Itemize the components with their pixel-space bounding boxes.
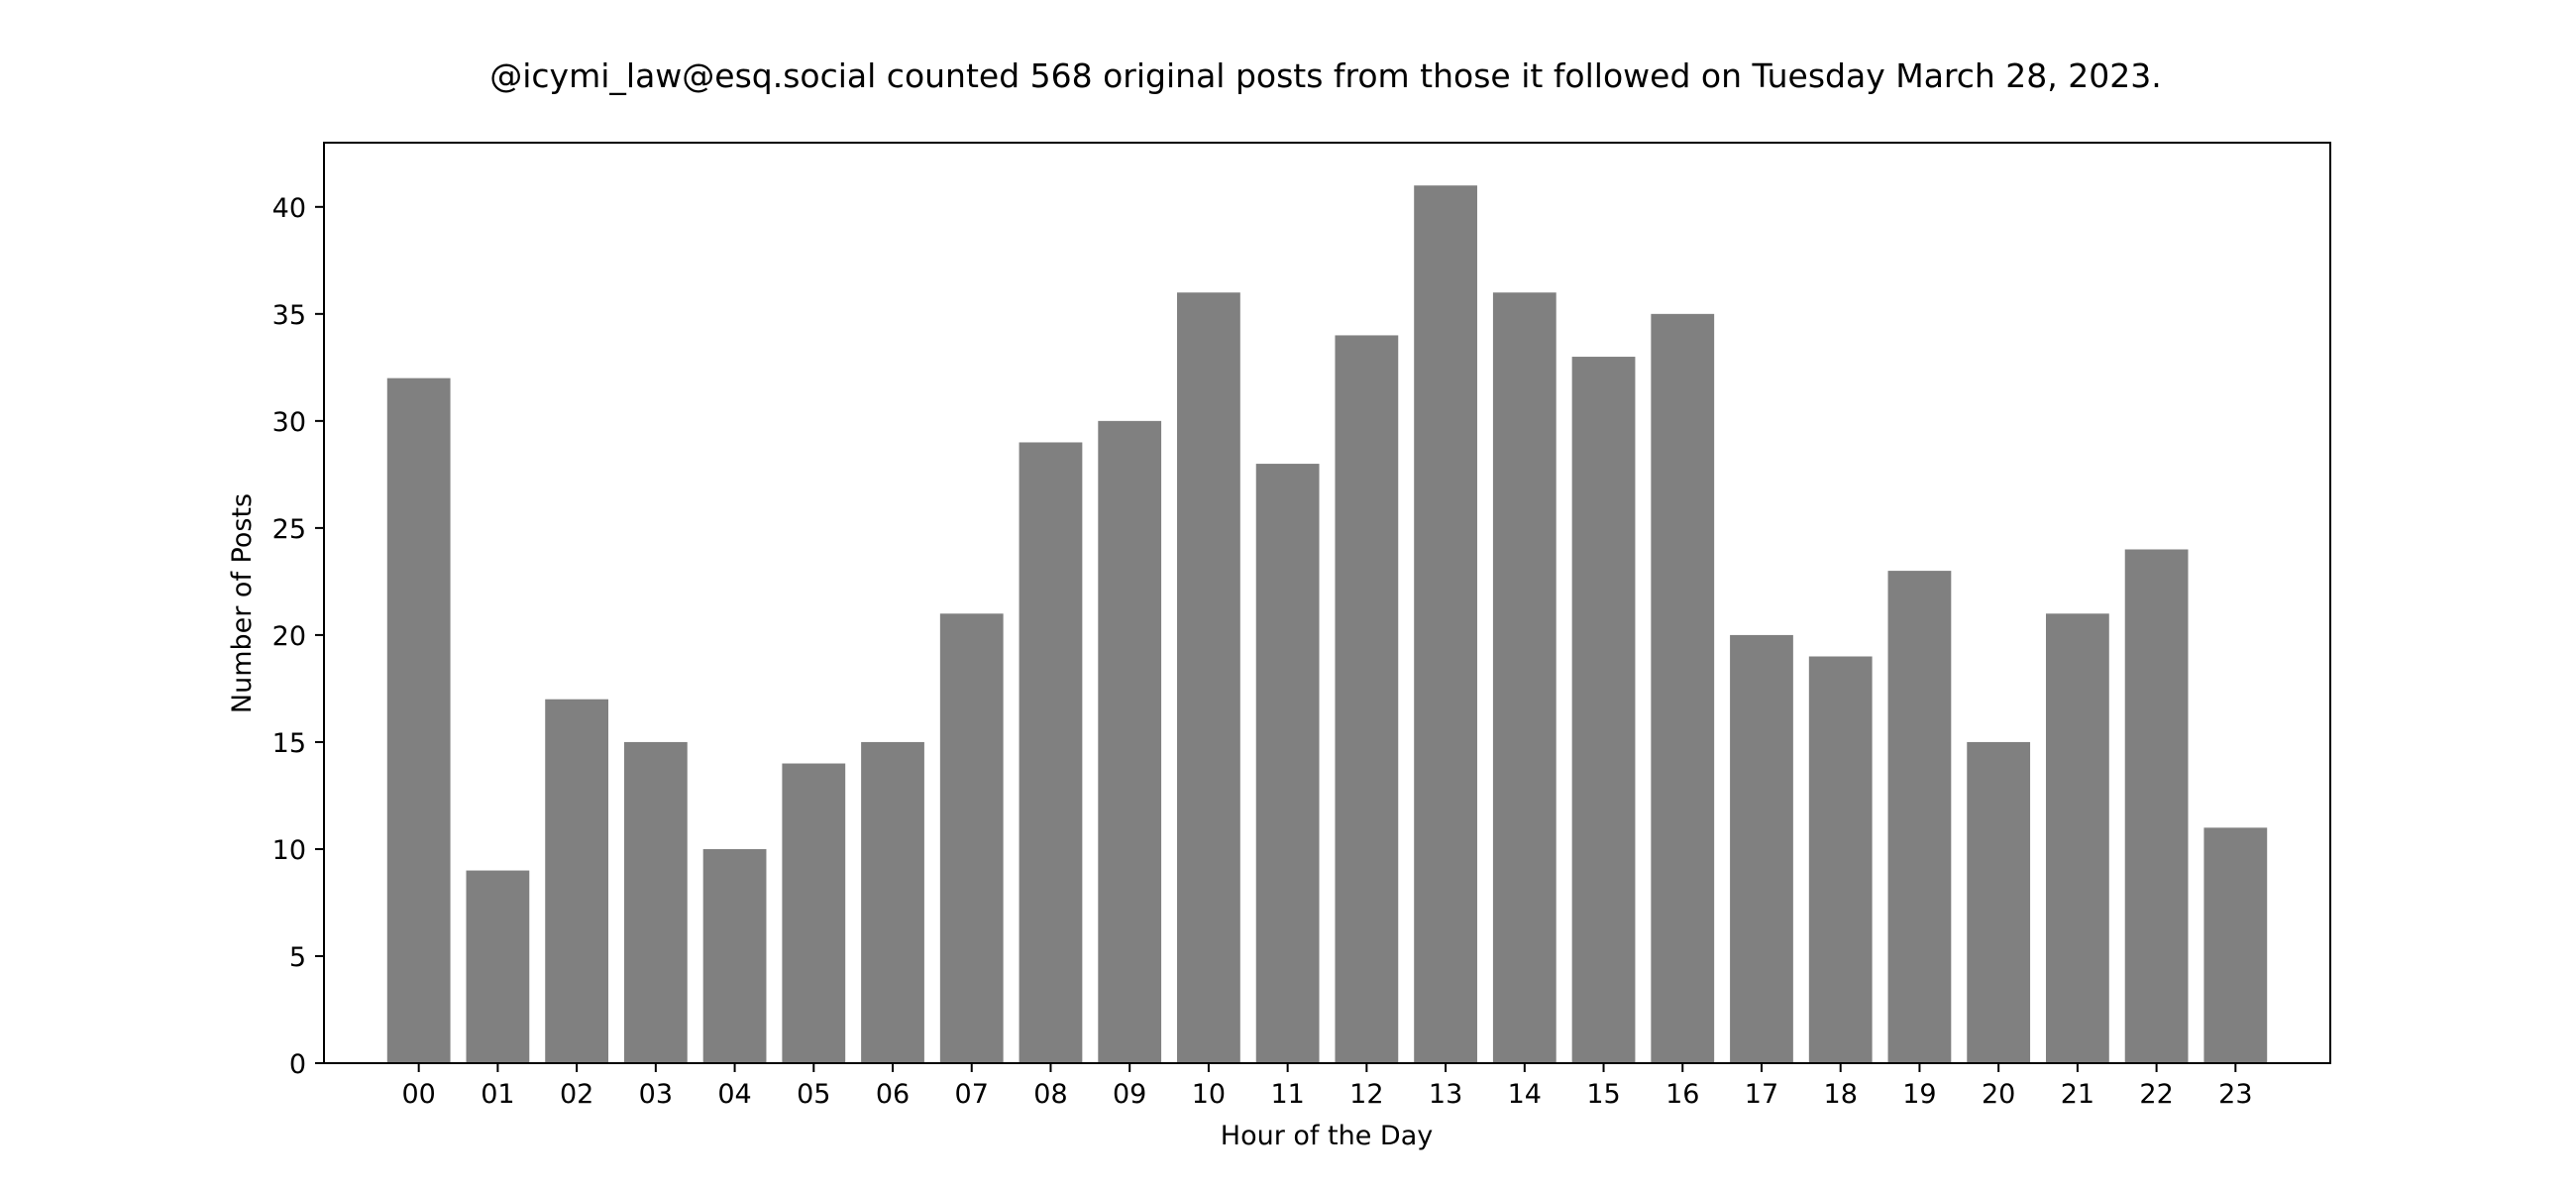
x-tick-label: 14: [1508, 1079, 1542, 1110]
bar-hour-03: [623, 741, 688, 1063]
bar-hour-21: [2045, 613, 2109, 1063]
x-tick-label: 20: [1982, 1079, 2015, 1110]
bar-hour-22: [2124, 549, 2189, 1063]
bar-hour-04: [702, 848, 767, 1063]
y-tick-label: 20: [272, 621, 306, 652]
bar-hour-11: [1255, 464, 1320, 1063]
y-tick-label: 5: [289, 942, 306, 973]
bar-hour-14: [1492, 292, 1556, 1064]
chart-title: @icymi_law@esq.social counted 568 origin…: [489, 56, 2162, 95]
bar-hour-15: [1571, 357, 1636, 1063]
bar-hour-19: [1887, 571, 1952, 1063]
bar-hour-00: [386, 378, 451, 1063]
x-tick-label: 21: [2061, 1079, 2094, 1110]
x-tick-label: 07: [955, 1079, 989, 1110]
x-tick-label: 05: [797, 1079, 830, 1110]
x-tick-label: 09: [1113, 1079, 1146, 1110]
bar-hour-01: [466, 870, 530, 1063]
bars-group: [386, 185, 2268, 1064]
x-tick-label: 01: [481, 1079, 514, 1110]
x-tick-label: 23: [2218, 1079, 2252, 1110]
y-tick-label: 40: [272, 193, 306, 224]
x-tick-label: 11: [1270, 1079, 1304, 1110]
x-tick-label: 19: [1902, 1079, 1936, 1110]
x-axis-label: Hour of the Day: [1221, 1121, 1433, 1151]
y-axis-label: Number of Posts: [227, 493, 258, 713]
bar-hour-13: [1414, 185, 1477, 1063]
x-tick-label: 12: [1349, 1079, 1383, 1110]
y-tick-label: 10: [272, 835, 306, 866]
y-tick-label: 15: [272, 728, 306, 759]
bar-hour-12: [1335, 335, 1399, 1063]
bar-hour-07: [939, 613, 1004, 1063]
y-tick-label: 25: [272, 514, 306, 545]
bar-hour-09: [1098, 420, 1162, 1063]
bar-hour-05: [782, 763, 846, 1063]
x-tick-label: 17: [1745, 1079, 1778, 1110]
x-tick-label: 04: [717, 1079, 751, 1110]
bar-hour-17: [1730, 634, 1793, 1063]
y-axis-ticks: 0 5 10 15 20 25 30 35 40: [272, 193, 324, 1080]
x-tick-label: 08: [1033, 1079, 1067, 1110]
bar-hour-10: [1177, 292, 1240, 1064]
x-tick-label: 15: [1586, 1079, 1620, 1110]
x-tick-label: 22: [2139, 1079, 2173, 1110]
y-tick-label: 0: [289, 1049, 306, 1080]
x-tick-label: 16: [1665, 1079, 1699, 1110]
x-tick-label: 00: [401, 1079, 435, 1110]
bar-hour-20: [1967, 741, 2031, 1063]
bar-hour-16: [1651, 313, 1715, 1064]
x-tick-label: 02: [560, 1079, 593, 1110]
bar-hour-08: [1019, 442, 1083, 1064]
x-axis-ticks: 00 01 02 03 04 05 06 07 08 09 10 11 12 13 14 15 16 17 18 19…: [401, 1063, 2253, 1110]
bar-hour-06: [861, 741, 924, 1063]
bar-hour-23: [2203, 827, 2268, 1063]
y-tick-label: 30: [272, 407, 306, 438]
x-tick-label: 03: [639, 1079, 673, 1110]
x-tick-label: 13: [1429, 1079, 1462, 1110]
bar-hour-18: [1808, 656, 1873, 1063]
y-tick-label: 35: [272, 300, 306, 331]
x-tick-label: 10: [1192, 1079, 1226, 1110]
plot-frame: [323, 142, 2331, 1064]
bar-hour-02: [545, 699, 609, 1063]
x-tick-label: 18: [1824, 1079, 1858, 1110]
x-tick-label: 06: [876, 1079, 910, 1110]
